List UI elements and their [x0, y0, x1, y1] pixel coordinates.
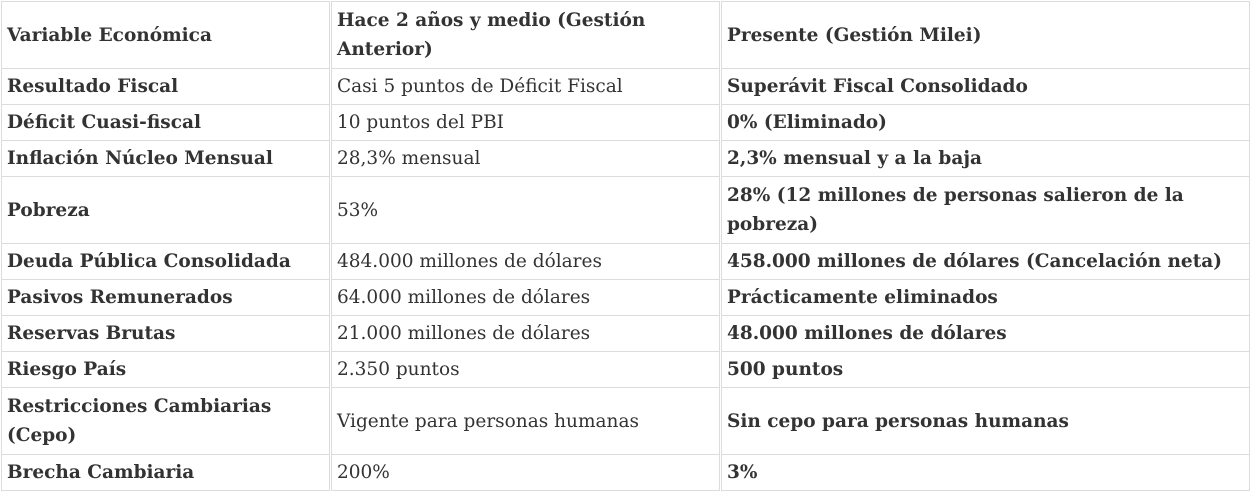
table-row: Inflación Núcleo Mensual 28,3% mensual 2…	[1, 140, 1250, 177]
previous-cell: Vigente para personas humanas	[329, 387, 721, 455]
table-row: Pobreza 53% 28% (12 millones de personas…	[1, 176, 1250, 244]
previous-cell: 2.350 puntos	[329, 351, 721, 388]
present-cell: Superávit Fiscal Consolidado	[719, 68, 1250, 105]
previous-cell: 53%	[329, 176, 721, 244]
present-cell: 458.000 millones de dólares (Cancelación…	[719, 243, 1250, 280]
variable-cell: Deuda Pública Consolidada	[1, 243, 331, 280]
table-row: Pasivos Remunerados 64.000 millones de d…	[1, 279, 1250, 316]
variable-cell: Brecha Cambiaria	[1, 454, 331, 491]
previous-cell: 28,3% mensual	[329, 140, 721, 177]
present-cell: 48.000 millones de dólares	[719, 315, 1250, 352]
variable-cell: Pasivos Remunerados	[1, 279, 331, 316]
present-cell: 3%	[719, 454, 1250, 491]
table-row: Restricciones Cambiarias (Cepo) Vigente …	[1, 387, 1250, 455]
previous-cell: 200%	[329, 454, 721, 491]
table-header-row: Variable Económica Hace 2 años y medio (…	[1, 1, 1250, 69]
table-row: Déficit Cuasi-fiscal 10 puntos del PBI 0…	[1, 104, 1250, 141]
present-cell: 2,3% mensual y a la baja	[719, 140, 1250, 177]
previous-cell: 484.000 millones de dólares	[329, 243, 721, 280]
variable-cell: Restricciones Cambiarias (Cepo)	[1, 387, 331, 455]
variable-cell: Inflación Núcleo Mensual	[1, 140, 331, 177]
table-row: Deuda Pública Consolidada 484.000 millon…	[1, 243, 1250, 280]
previous-cell: Casi 5 puntos de Déficit Fiscal	[329, 68, 721, 105]
table-row: Brecha Cambiaria 200% 3%	[1, 454, 1250, 491]
variable-cell: Reservas Brutas	[1, 315, 331, 352]
present-cell: 500 puntos	[719, 351, 1250, 388]
variable-cell: Déficit Cuasi-fiscal	[1, 104, 331, 141]
header-previous: Hace 2 años y medio (Gestión Anterior)	[329, 1, 721, 69]
table-row: Reservas Brutas 21.000 millones de dólar…	[1, 315, 1250, 352]
present-cell: Sin cepo para personas humanas	[719, 387, 1250, 455]
previous-cell: 64.000 millones de dólares	[329, 279, 721, 316]
present-cell: 28% (12 millones de personas salieron de…	[719, 176, 1250, 244]
variable-cell: Pobreza	[1, 176, 331, 244]
table-row: Riesgo País 2.350 puntos 500 puntos	[1, 351, 1250, 388]
variable-cell: Riesgo País	[1, 351, 331, 388]
variable-cell: Resultado Fiscal	[1, 68, 331, 105]
previous-cell: 21.000 millones de dólares	[329, 315, 721, 352]
table-row: Resultado Fiscal Casi 5 puntos de Défici…	[1, 68, 1250, 105]
header-present: Presente (Gestión Milei)	[719, 1, 1250, 69]
present-cell: 0% (Eliminado)	[719, 104, 1250, 141]
previous-cell: 10 puntos del PBI	[329, 104, 721, 141]
present-cell: Prácticamente eliminados	[719, 279, 1250, 316]
header-variable: Variable Económica	[1, 1, 331, 69]
